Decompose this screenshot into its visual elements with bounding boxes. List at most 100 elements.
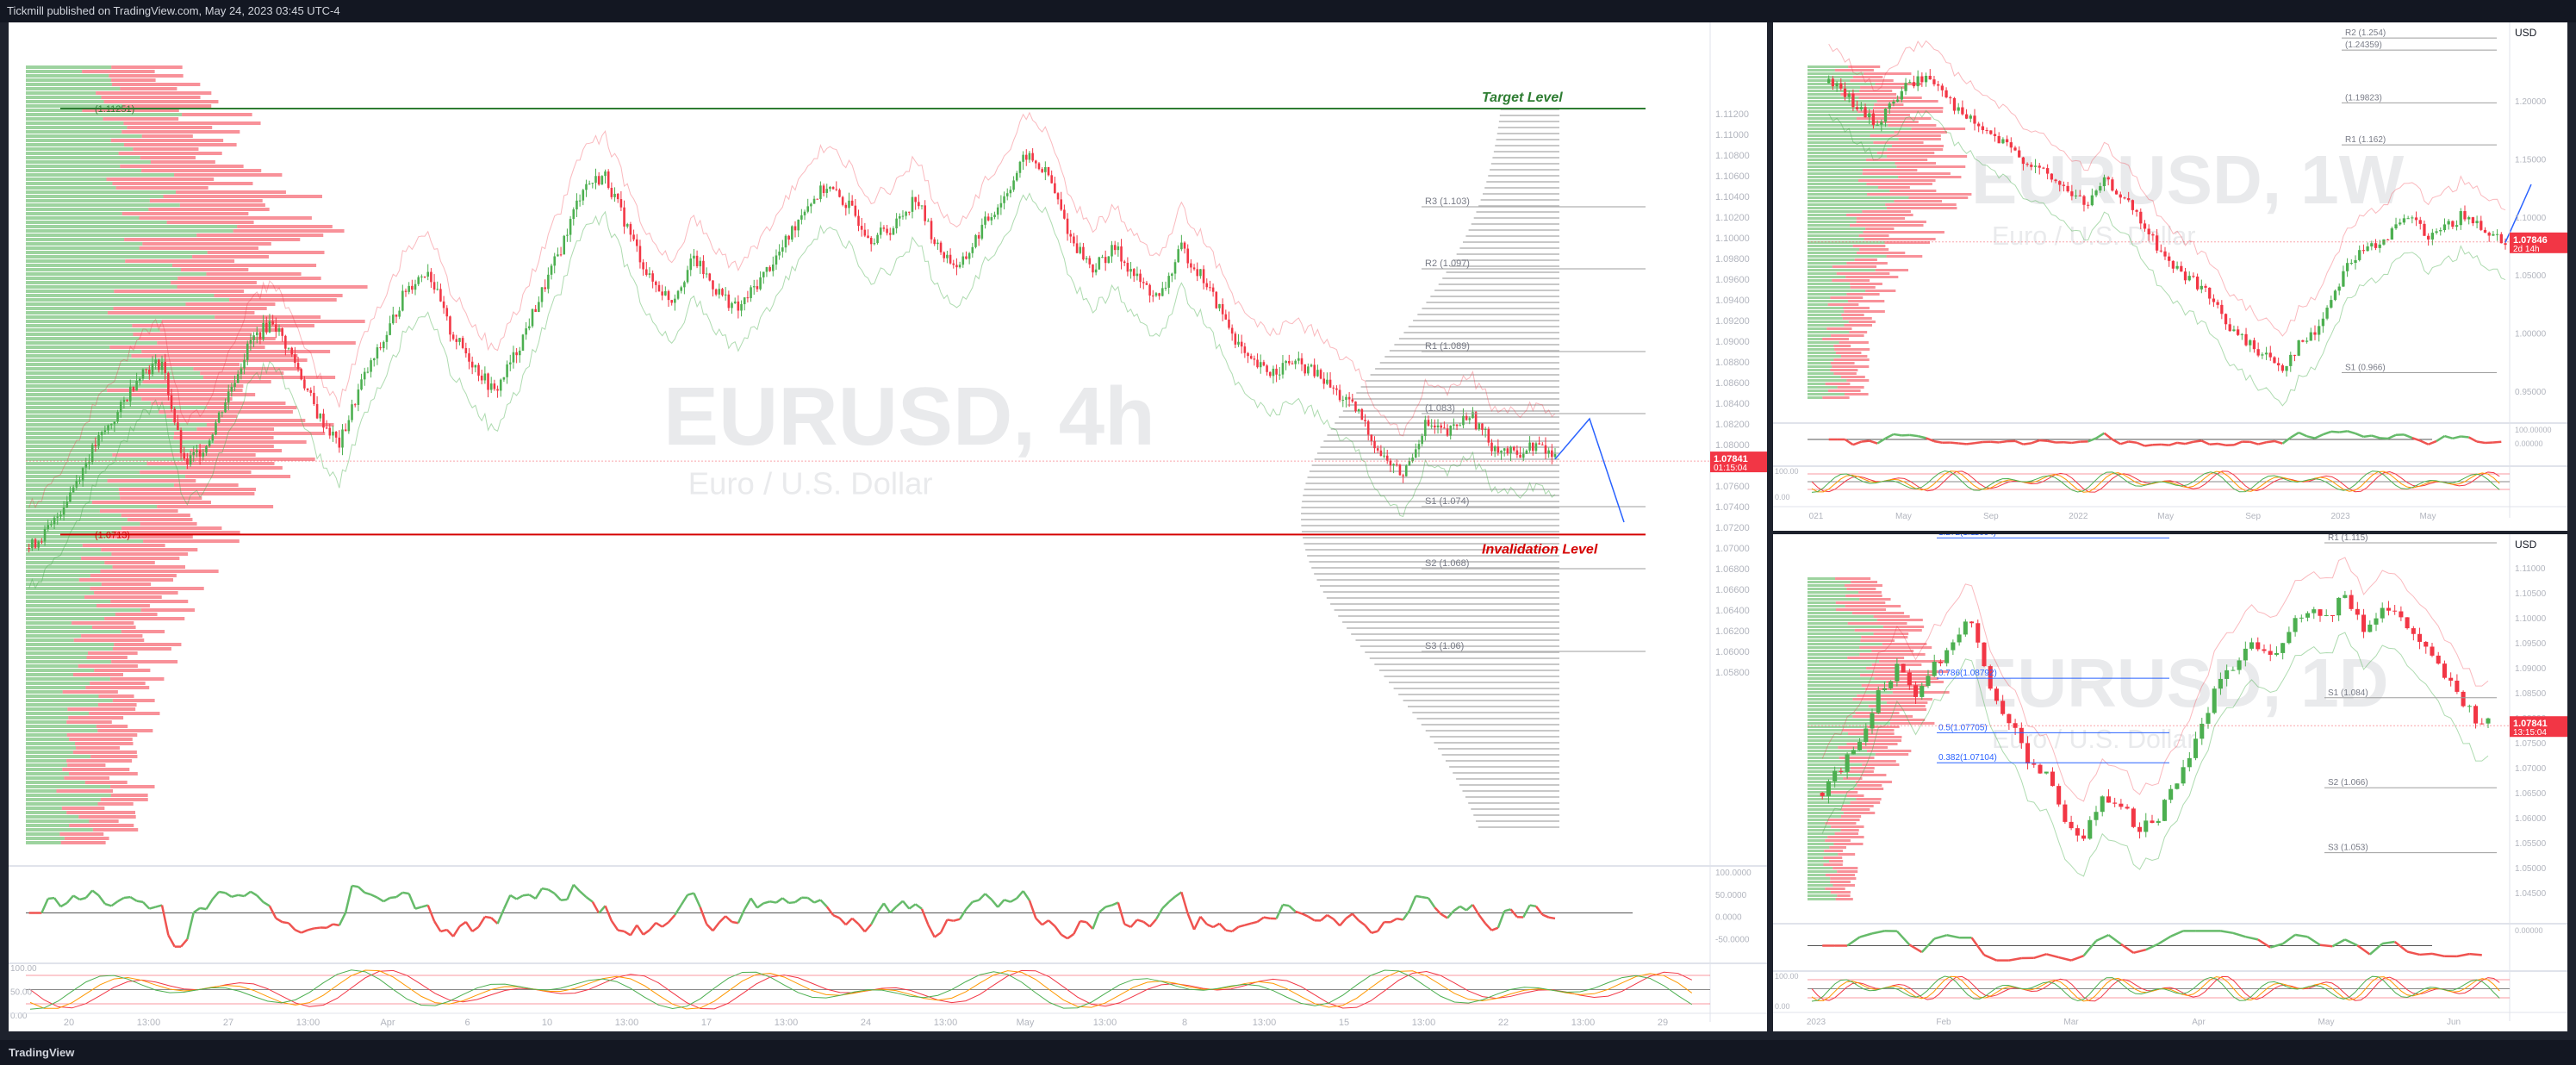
volume-profile-bar-buy — [26, 673, 73, 676]
rsi-segment — [2347, 430, 2356, 435]
volume-profile-bar-buy — [26, 363, 158, 366]
pivot-label: R3 (1.103) — [1425, 196, 1470, 207]
volume-profile-bar-sell — [1870, 134, 1941, 137]
volume-profile-bar-buy — [26, 574, 90, 577]
candle-body — [2063, 804, 2068, 822]
candle-body — [2277, 363, 2280, 365]
candle-body — [952, 263, 955, 265]
volume-profile-bar-sell — [110, 785, 155, 788]
rsi-segment — [352, 884, 359, 888]
volume-profile-bar-buy — [26, 160, 151, 164]
rsi-segment — [91, 889, 100, 897]
rsi-segment — [110, 900, 119, 907]
volume-profile-bar-buy — [1808, 93, 1841, 96]
rsi-segment — [1010, 897, 1017, 903]
candle-body — [1142, 282, 1145, 283]
price-tick-label: 1.10000 — [2515, 614, 2547, 624]
volume-profile-bar-sell — [1857, 784, 1882, 787]
volume-profile-bar-sell — [106, 178, 215, 181]
volume-profile-bar-buy — [26, 221, 167, 224]
volume-profile-bar-buy — [26, 630, 121, 633]
volume-profile-bar-sell — [1836, 272, 1890, 275]
rsi-segment — [1218, 923, 1227, 931]
volume-profile-bar-sell — [1842, 317, 1872, 320]
pivot-label: R1 (1.162) — [2345, 135, 2386, 145]
candle-body — [170, 395, 173, 409]
candle-body — [2123, 197, 2126, 199]
rsi-segment — [1895, 930, 1911, 946]
candle-body — [638, 246, 642, 263]
candle-body — [1827, 78, 1831, 84]
pivot-label: R2 (1.097) — [1425, 258, 1470, 269]
candle-body — [1924, 75, 1928, 83]
candle-body — [1136, 273, 1139, 277]
right-volume-profile-bar — [1490, 169, 1559, 171]
volume-profile-bar-sell — [1886, 701, 1928, 704]
rsi-segment — [358, 886, 366, 894]
candle-body — [1262, 362, 1266, 366]
chart-panel-4h[interactable]: EURUSD, 4h Euro / U.S. Dollar R3 (1.103) R2… — [9, 22, 1767, 1031]
candle-body — [1035, 160, 1037, 164]
volume-profile-bar-sell — [1843, 812, 1876, 814]
rsi-segment — [490, 917, 499, 925]
candle-body — [480, 375, 483, 381]
rsi-segment — [250, 890, 258, 897]
pivot-label: (1.24359) — [2345, 40, 2382, 50]
rsi-segment — [1212, 922, 1221, 929]
rsi-segment — [2281, 933, 2296, 945]
candle-body — [2058, 181, 2062, 185]
candle-body — [1904, 83, 1907, 91]
volume-profile-bar-buy — [26, 539, 144, 543]
volume-profile-bar-buy — [26, 234, 197, 237]
volume-profile-bar-sell — [121, 514, 190, 517]
candle-body — [116, 412, 119, 422]
volume-profile-bar-buy — [1808, 196, 1909, 199]
chart-panel-1w[interactable]: EURUSD, 1W Euro / U.S. Dollar R2 (1.254) (1… — [1773, 22, 2567, 531]
candle-body — [2442, 663, 2447, 678]
volume-profile-bar-buy — [1808, 881, 1831, 883]
volume-profile-bar-sell — [118, 152, 222, 155]
candle-body — [2423, 223, 2426, 236]
volume-profile-bar-sell — [169, 384, 244, 388]
rsi-segment — [2031, 439, 2040, 445]
rsi-segment — [781, 897, 790, 904]
candle-body — [2100, 796, 2105, 813]
volume-profile-bar-sell — [1857, 694, 1919, 697]
volume-profile-bar-sell — [111, 78, 156, 82]
volume-profile-bar-buy — [26, 759, 67, 763]
candle-body — [1012, 180, 1015, 190]
candle-body — [1900, 90, 1903, 100]
volume-profile-bar-buy — [1808, 825, 1832, 828]
volume-profile-bar-sell — [1886, 207, 1957, 209]
price-tick-label: 1.07500 — [2515, 739, 2547, 749]
volume-profile-bar-sell — [1865, 290, 1896, 292]
volume-profile-bar-sell — [1825, 839, 1851, 842]
chart-panel-1d[interactable]: EURUSD, 1D Euro / U.S. Dollar R1 (1.115) S1… — [1773, 534, 2567, 1031]
volume-profile-bar-sell — [190, 449, 283, 452]
volume-profile-bar-buy — [1808, 588, 1847, 590]
tradingview-brand[interactable]: TradingView — [9, 1046, 75, 1059]
volume-profile-bar-sell — [1875, 269, 1908, 271]
candle-body — [221, 412, 224, 414]
volume-profile-bar-buy — [1808, 245, 1853, 247]
volume-profile-bar-sell — [120, 87, 177, 90]
volume-profile-bar-buy — [1808, 722, 1890, 725]
candle-body — [357, 389, 360, 405]
price-tick-label: 1.07600 — [1715, 482, 1750, 492]
candle-body — [1973, 115, 1976, 124]
volume-profile-bar-buy — [26, 389, 108, 392]
volume-profile-bar-buy — [26, 414, 167, 418]
volume-profile-bar-sell — [1876, 100, 1938, 103]
candle-body — [2442, 224, 2447, 231]
candle-body — [2411, 217, 2414, 219]
candle-body — [445, 308, 449, 317]
rsi-segment — [882, 902, 892, 914]
volume-profile-bar-buy — [1808, 286, 1851, 289]
rsi-segment — [47, 896, 55, 900]
candle-body — [578, 200, 582, 202]
candle-body — [192, 452, 196, 456]
right-volume-profile-bar — [1378, 670, 1559, 671]
